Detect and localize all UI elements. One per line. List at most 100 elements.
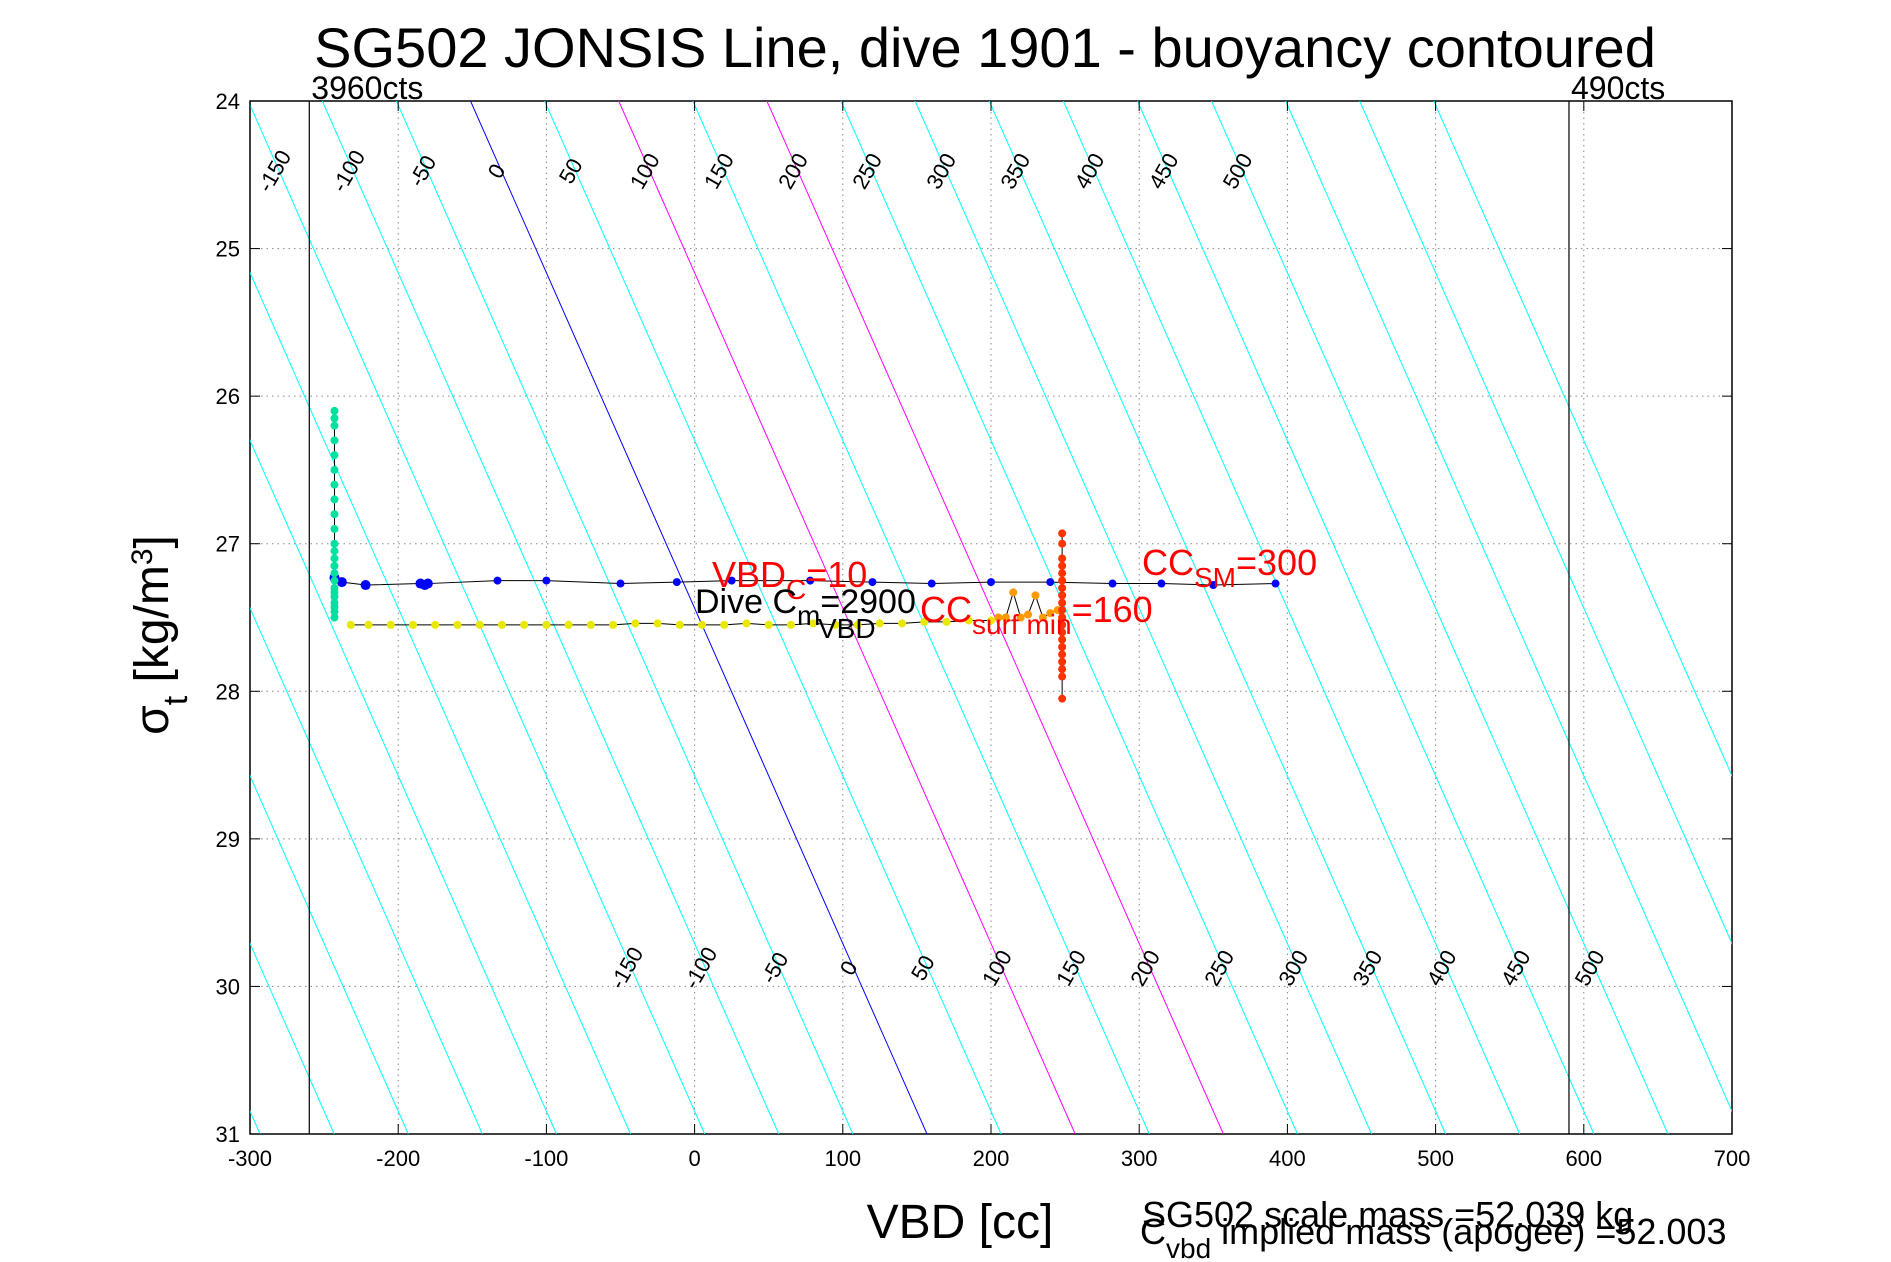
- data-point-dive: [920, 617, 929, 626]
- data-point-dive-end: [1038, 613, 1047, 622]
- data-point-vertical: [330, 414, 339, 423]
- contour-label: 100: [977, 946, 1017, 990]
- y-tick-label: 31: [216, 1122, 240, 1147]
- data-point-vertical: [330, 576, 339, 585]
- contour-label: -150: [605, 943, 649, 994]
- x-tick-label: -100: [524, 1146, 568, 1171]
- vbd-limit-lines: 3960cts 490cts: [308, 70, 1665, 1134]
- data-point-dive-end: [1001, 613, 1010, 622]
- contour-label: 450: [1496, 946, 1536, 990]
- buoyancy-contour: [914, 101, 1373, 1134]
- buoyancy-contour: [250, 942, 335, 1134]
- contour-label: 100: [625, 149, 665, 193]
- contour-label: 250: [847, 149, 887, 193]
- x-tick-label: -200: [376, 1146, 420, 1171]
- buoyancy-contour: [250, 774, 409, 1134]
- vbd-limit-label: 3960cts: [311, 70, 423, 106]
- data-point-dive: [609, 620, 618, 629]
- data-point-dive: [542, 620, 551, 629]
- y-tick-label: 24: [216, 89, 240, 114]
- data-point-surface: [1058, 554, 1067, 563]
- buoyancy-contour: [1433, 101, 1732, 778]
- data-point-dive: [853, 620, 862, 629]
- data-point-vertical: [330, 510, 339, 519]
- data-point-surface: [1058, 613, 1067, 622]
- buoyancy-contour: [470, 101, 928, 1134]
- contour-labels: -150 -100 -50 0 50 100 150 200 250 300 350 400 450 50…: [252, 146, 1609, 994]
- data-point-dive-end: [1046, 609, 1055, 618]
- data-point-dive: [942, 617, 951, 626]
- data-point-climb: [336, 577, 347, 588]
- contour-label: 200: [1125, 946, 1165, 990]
- data-point-surface: [1058, 643, 1067, 652]
- buoyancy-contour: [250, 606, 483, 1134]
- data-point-dive-end: [1024, 610, 1033, 619]
- data-point-dive: [987, 616, 995, 625]
- x-tick-label: 500: [1417, 1146, 1454, 1171]
- annotation-cc-sm: CCSM=300: [1142, 542, 1317, 593]
- data-point-climb: [493, 576, 502, 585]
- buoyancy-contour: [1285, 101, 1732, 1113]
- data-point-surface: [1058, 598, 1067, 607]
- annotation-vbd-c-sub: C: [786, 574, 806, 605]
- contour-label: 500: [1570, 946, 1610, 990]
- data-point-climb: [927, 579, 936, 588]
- contour-label: -150: [252, 146, 296, 197]
- y-axis-label-close: ]: [126, 535, 179, 548]
- footer-implied-rest: implied mass (apogee) =52.003: [1211, 1211, 1726, 1252]
- footer-implied-sub: vbd: [1166, 1233, 1211, 1262]
- data-point-vertical: [330, 607, 339, 616]
- contour-label: 50: [554, 154, 588, 188]
- contour-label: 50: [906, 951, 940, 985]
- data-point-dive: [631, 619, 640, 628]
- x-tick-label: 400: [1269, 1146, 1306, 1171]
- contour-label: 400: [1069, 149, 1109, 193]
- data-point-dive: [720, 620, 729, 629]
- data-point-dive: [497, 620, 506, 629]
- data-point-surface: [1058, 569, 1067, 578]
- data-point-climb: [422, 578, 433, 589]
- annotation-dive-c-vbd: VBD: [818, 613, 876, 644]
- data-series: [329, 406, 1280, 703]
- data-point-dive: [831, 620, 840, 629]
- buoyancy-contour: [250, 439, 557, 1134]
- data-point-vertical: [330, 406, 339, 415]
- data-point-vertical: [330, 421, 339, 430]
- buoyancy-contour: [1062, 101, 1521, 1134]
- data-point-dive: [964, 616, 973, 625]
- contour-label: 350: [1347, 946, 1387, 990]
- data-point-vertical: [330, 480, 339, 489]
- data-point-vertical: [330, 451, 339, 460]
- buoyancy-contour: [544, 101, 1002, 1134]
- data-point-climb: [1157, 579, 1166, 588]
- x-axis-label: VBD [cc]: [867, 1196, 1054, 1249]
- data-point-vertical: [330, 524, 339, 533]
- data-point-vertical: [330, 561, 339, 570]
- data-point-vertical: [330, 436, 339, 445]
- data-point-surface: [1058, 620, 1067, 629]
- annotation-cc-surf: CCsurf min=160: [920, 589, 1153, 640]
- x-tick-label: 0: [688, 1146, 700, 1171]
- data-point-climb: [672, 578, 681, 587]
- annotation-cc-sm-sub: SM: [1194, 562, 1236, 593]
- annotation-vbd-c: VBDC=10: [712, 554, 867, 605]
- data-point-surface: [1058, 583, 1067, 592]
- data-point-surface: [1058, 539, 1067, 548]
- x-tick-label: -300: [228, 1146, 272, 1171]
- data-point-dive: [809, 619, 818, 628]
- x-tick-labels: -300 -200 -100 0 100 200 300 400 500 600 700: [228, 101, 1750, 1171]
- annotation-dive-c-rest1: =2900: [820, 583, 916, 621]
- contour-label: 300: [921, 149, 961, 193]
- data-point-surface: [1058, 529, 1067, 538]
- data-point-dive: [875, 619, 884, 628]
- data-point-dive: [653, 619, 662, 628]
- data-point-climb: [1209, 581, 1218, 590]
- contour-label: 500: [1218, 149, 1258, 193]
- buoyancy-contour: [988, 101, 1447, 1134]
- data-point-climb: [360, 580, 371, 591]
- y-axis-label-sub: t: [157, 695, 195, 705]
- annotation-cc-surf-rest: =160: [1072, 589, 1153, 630]
- plot-area: -150 -100 -50 0 50 100 150 200 250 300 350 400 450 50…: [249, 70, 1733, 1135]
- data-point-vertical: [330, 569, 339, 578]
